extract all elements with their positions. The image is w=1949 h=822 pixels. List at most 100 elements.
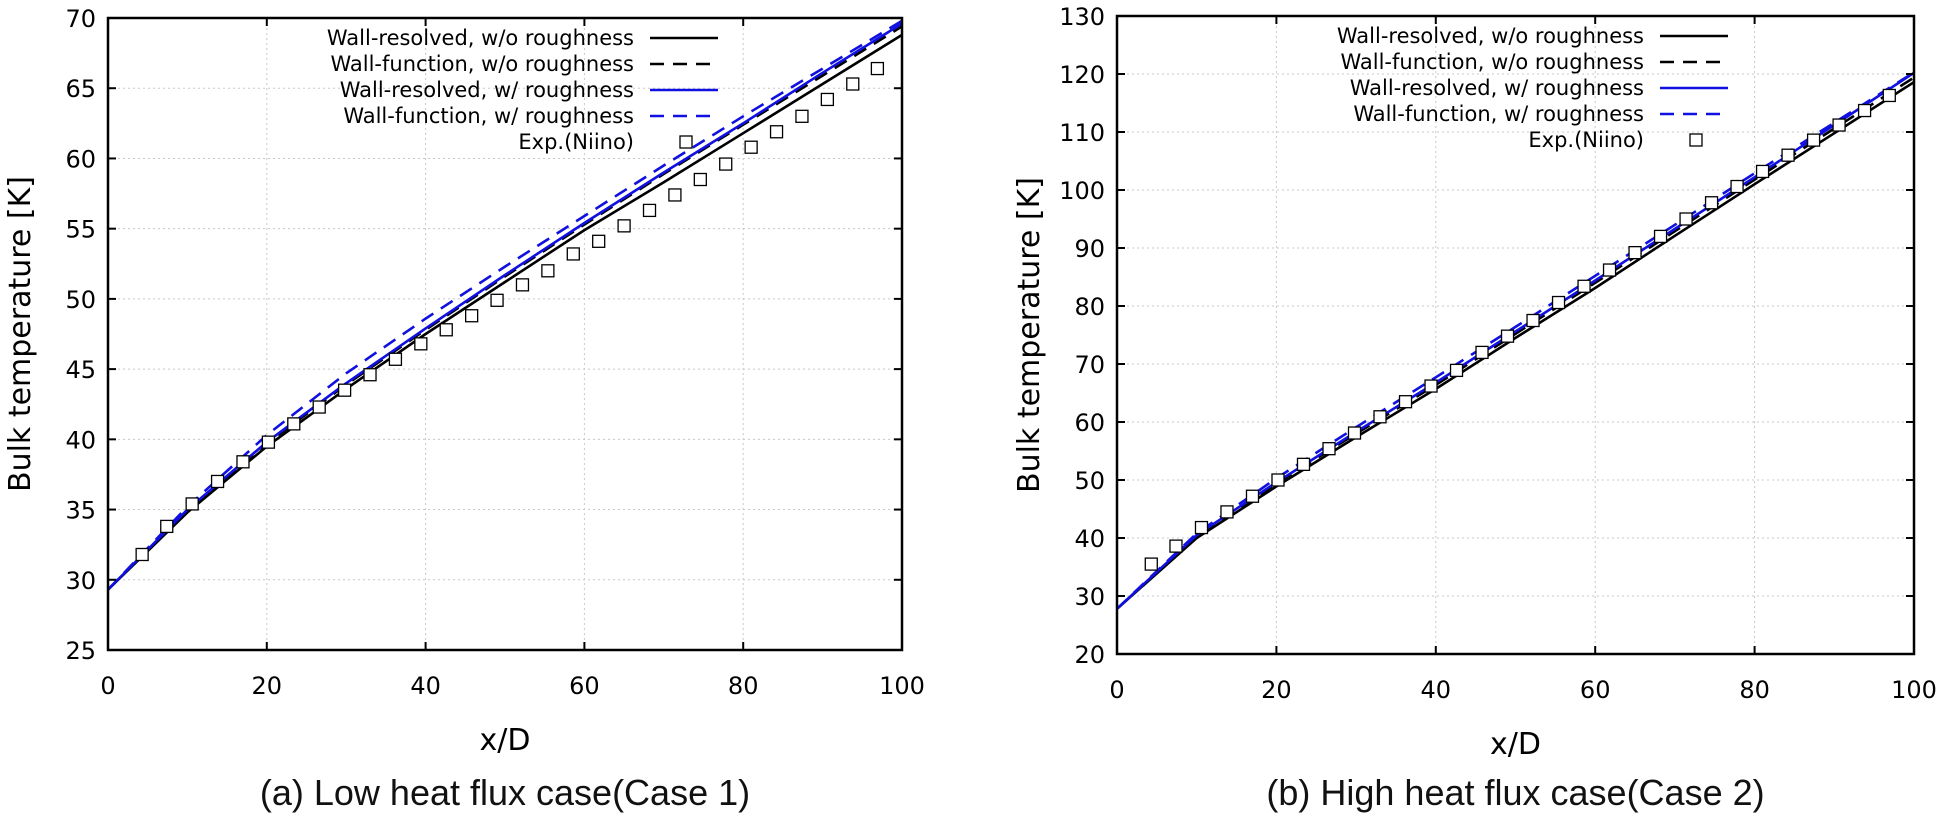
plot-frame	[106, 16, 904, 652]
x-tick-label: 20	[1261, 676, 1292, 704]
exp-data-point	[1781, 148, 1795, 162]
y-tick-label: 100	[1059, 177, 1105, 205]
exp-data-point	[1679, 212, 1693, 226]
exp-data-point	[236, 455, 250, 469]
exp-data-point	[312, 400, 326, 414]
chart-panel-low-heat-flux: 0 20 40 60 80 100 25 30 35 40 45 50 55 60 65 70 Wall-re…	[3, 5, 925, 813]
exp-data-point	[1653, 229, 1668, 244]
exp-data-point	[1449, 363, 1464, 378]
exp-data-point	[541, 264, 555, 278]
exp-data-point	[795, 109, 809, 123]
y-tick-label: 35	[65, 497, 96, 525]
exp-data-point	[1347, 426, 1362, 440]
y-tick-label: 70	[1074, 351, 1105, 379]
exp-data-point	[1551, 295, 1566, 310]
y-tick-label: 30	[1074, 583, 1105, 611]
exp-data-point	[1832, 118, 1846, 132]
x-tick-label: 20	[252, 672, 283, 700]
y-axis-label: Bulk temperature [K]	[3, 176, 38, 492]
exp-data-point	[439, 323, 453, 337]
legend-label: Wall-function, w/ roughness	[1353, 102, 1644, 126]
exp-data-point	[1882, 88, 1896, 103]
legend-label: Wall-resolved, w/o roughness	[327, 26, 634, 50]
x-tick-label: 40	[410, 672, 441, 700]
exp-data-point	[846, 77, 860, 91]
legend-label: Exp.(Niino)	[518, 130, 634, 154]
legend-label: Wall-function, w/o roughness	[1340, 50, 1644, 74]
exp-data-point	[1806, 133, 1821, 147]
exp-data-point	[1755, 164, 1770, 179]
x-tick-label: 100	[879, 672, 925, 700]
exp-data-point	[566, 247, 580, 261]
exp-data-point	[1322, 442, 1336, 456]
legend-marker	[1689, 133, 1703, 147]
exp-data-point	[870, 61, 885, 76]
panel-caption: (b) High heat flux case(Case 2)	[1266, 772, 1764, 813]
series-line-wall-resolved-w-o-roughness	[1116, 81, 1915, 610]
y-tick-label: 90	[1074, 235, 1105, 263]
legend-label: Wall-resolved, w/ roughness	[1350, 76, 1644, 100]
exp-data-point	[490, 293, 504, 307]
y-tick-label: 40	[1074, 525, 1105, 553]
exp-data-point	[363, 368, 377, 382]
exp-data-point	[1526, 313, 1540, 328]
exp-data-point	[1296, 457, 1311, 471]
exp-data-point	[1373, 410, 1387, 424]
y-tick-label: 40	[65, 426, 96, 454]
legend-label: Wall-function, w/o roughness	[330, 52, 634, 76]
legend-label: Wall-resolved, w/o roughness	[1337, 24, 1644, 48]
y-tick-label: 50	[1074, 467, 1105, 495]
x-tick-label: 60	[569, 672, 600, 700]
exp-data-point	[1857, 103, 1872, 118]
exp-data-point	[1245, 489, 1260, 503]
exp-data-point	[769, 125, 784, 139]
exp-data-point	[1704, 196, 1719, 210]
exp-data-point	[1424, 379, 1438, 393]
panel-caption: (a) Low heat flux case(Case 1)	[260, 772, 750, 813]
y-tick-label: 110	[1059, 119, 1105, 147]
exp-data-point	[1500, 329, 1515, 343]
legend-label: Wall-resolved, w/ roughness	[340, 78, 634, 102]
exp-data-point	[719, 157, 733, 171]
exp-data-point	[1194, 520, 1209, 535]
x-axis-label: x/D	[1490, 727, 1541, 762]
x-tick-label: 60	[1580, 676, 1611, 704]
chart-panel-high-heat-flux: 0 20 40 60 80 1002030405060708090100110120130…	[1012, 3, 1937, 813]
y-tick-label: 120	[1059, 61, 1105, 89]
y-tick-label: 50	[65, 286, 96, 314]
x-tick-label: 80	[728, 672, 759, 700]
exp-data-point	[820, 92, 835, 107]
exp-data-point	[388, 352, 403, 366]
exp-data-point	[592, 234, 606, 248]
exp-data-point	[337, 383, 352, 397]
exp-data-point	[1730, 179, 1744, 194]
exp-data-point	[160, 519, 174, 534]
x-tick-label: 40	[1421, 676, 1452, 704]
y-tick-label: 20	[1074, 641, 1105, 669]
legend-label: Wall-function, w/ roughness	[343, 104, 634, 128]
y-tick-label: 55	[65, 216, 96, 244]
exp-data-point	[642, 203, 657, 218]
plot-frame	[1115, 14, 1916, 656]
y-tick-label: 25	[65, 637, 96, 665]
exp-data-point	[414, 337, 428, 351]
exp-data-point	[1628, 245, 1642, 260]
exp-data-point	[1577, 279, 1591, 293]
exp-data-point	[1144, 557, 1158, 571]
y-tick-label: 70	[65, 5, 96, 33]
y-tick-label: 65	[65, 75, 96, 103]
y-tick-label: 60	[1074, 409, 1105, 437]
x-tick-label: 100	[1891, 676, 1937, 704]
y-tick-label: 45	[65, 356, 96, 384]
exp-data-point	[1475, 345, 1489, 360]
legend-label: Exp.(Niino)	[1528, 128, 1644, 152]
y-tick-label: 60	[65, 145, 96, 173]
legend-marker	[679, 135, 693, 149]
exp-data-point	[185, 497, 199, 511]
exp-data-point	[1169, 539, 1183, 553]
exp-data-point	[693, 172, 707, 187]
exp-data-point	[465, 309, 479, 323]
exp-data-point	[515, 278, 530, 292]
x-tick-label: 0	[1109, 676, 1124, 704]
